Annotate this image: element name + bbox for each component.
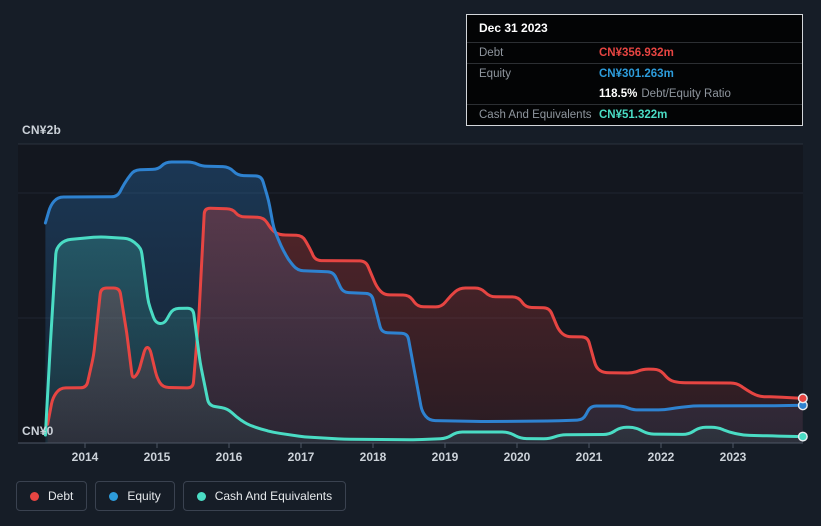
equity-series-dot-icon	[109, 491, 119, 501]
tooltip-cash-label: Cash And Equivalents	[479, 109, 592, 121]
tooltip-debt-row: Debt CN¥356.932m	[467, 43, 802, 64]
x-tick-2019: 2019	[431, 450, 459, 464]
x-tick-2021: 2021	[575, 450, 603, 464]
legend: Debt Equity Cash And Equivalents	[16, 481, 347, 511]
cash-series-dot-icon	[196, 491, 206, 501]
legend-item-cash[interactable]: Cash And Equivalents	[182, 481, 347, 511]
y-axis-zero-label: CN¥0	[22, 424, 54, 438]
legend-item-equity[interactable]: Equity	[95, 481, 175, 511]
x-tick-2018: 2018	[359, 450, 387, 464]
x-tick-2017: 2017	[287, 450, 315, 464]
x-tick-2015: 2015	[143, 450, 171, 464]
x-tick-2020: 2020	[503, 450, 531, 464]
x-tick-2016: 2016	[215, 450, 243, 464]
x-tick-2014: 2014	[71, 450, 99, 464]
tooltip-cash-row: Cash And Equivalents CN¥51.322m	[467, 105, 802, 125]
tooltip-equity-row: Equity CN¥301.263m	[467, 64, 802, 84]
tooltip-ratio-label: Debt/Equity Ratio	[641, 88, 731, 100]
tooltip-debt-value: CN¥356.932m	[599, 47, 674, 59]
tooltip-ratio-row: 118.5% Debt/Equity Ratio	[467, 84, 802, 105]
y-axis-max-label: CN¥2b	[22, 123, 62, 137]
legend-item-debt-label: Debt	[48, 489, 74, 503]
x-tick-2023: 2023	[719, 450, 747, 464]
tooltip-date: Dec 31 2023	[467, 15, 802, 43]
legend-item-cash-label: Cash And Equivalents	[214, 489, 333, 503]
tooltip-debt-label: Debt	[479, 47, 504, 59]
data-tooltip: Dec 31 2023 Debt CN¥356.932m Equity CN¥3…	[466, 14, 803, 126]
legend-item-equity-label: Equity	[127, 489, 161, 503]
legend-item-debt[interactable]: Debt	[16, 481, 88, 511]
debt-series-dot-icon	[30, 491, 39, 501]
tooltip-equity-value: CN¥301.263m	[599, 68, 674, 80]
tooltip-equity-label: Equity	[479, 68, 511, 80]
tooltip-cash-value: CN¥51.322m	[599, 109, 668, 121]
tooltip-ratio-value: 118.5%	[599, 88, 638, 100]
x-tick-2022: 2022	[647, 450, 675, 464]
